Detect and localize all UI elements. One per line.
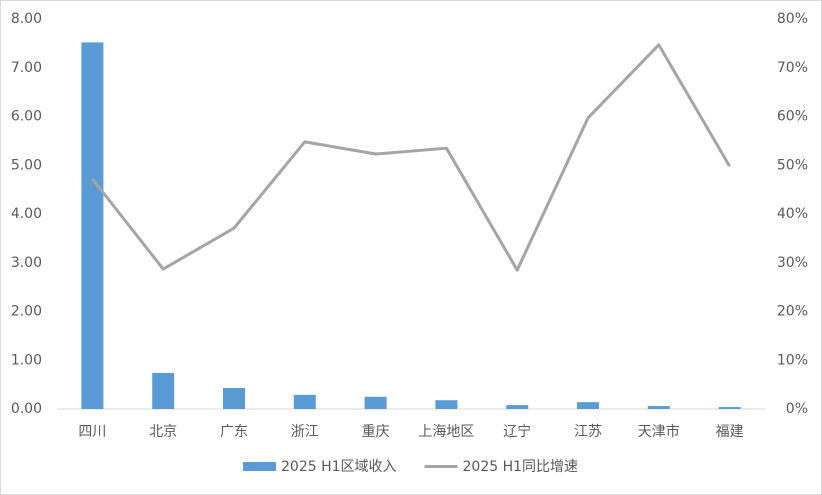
x-tick-label: 四川 <box>78 424 106 440</box>
y2-tick-label: 40% <box>777 206 808 222</box>
x-tick-label: 浙江 <box>291 424 319 440</box>
bar <box>152 372 175 409</box>
line <box>91 43 731 272</box>
bar <box>435 400 458 409</box>
y-tick-label: 2.00 <box>11 304 42 320</box>
bar <box>718 407 741 409</box>
y2-tick-label: 80% <box>777 11 808 27</box>
y2-tick-label: 0% <box>786 401 808 417</box>
x-tick-label: 天津市 <box>638 423 680 440</box>
bar <box>223 388 245 409</box>
bar <box>364 396 387 409</box>
bar <box>647 406 670 409</box>
x-tick-label: 江苏 <box>574 424 602 440</box>
x-tick-label: 辽宁 <box>503 423 531 440</box>
x-tick-label: 福建 <box>716 424 744 440</box>
y-tick-label: 6.00 <box>11 109 42 125</box>
x-tick-label: 广东 <box>220 424 248 440</box>
y2-tick-label: 50% <box>777 157 808 173</box>
legend-label: 2025 H1区域收入 <box>281 459 397 475</box>
bar <box>81 42 104 410</box>
bar <box>506 405 529 409</box>
legend-label: 2025 H1同比增速 <box>463 459 579 475</box>
y2-tick-label: 10% <box>777 352 808 368</box>
y-tick-label: 7.00 <box>11 60 42 76</box>
y-tick-label: 3.00 <box>11 255 42 271</box>
y-tick-label: 5.00 <box>11 157 42 173</box>
y-tick-label: 4.00 <box>11 206 42 222</box>
y-tick-label: 0.00 <box>11 401 42 417</box>
legend-swatch <box>243 462 276 471</box>
x-tick-label: 北京 <box>149 424 177 440</box>
y-tick-label: 1.00 <box>11 352 42 368</box>
y2-tick-label: 20% <box>777 304 808 320</box>
x-tick-label: 上海地区 <box>418 424 474 440</box>
y2-tick-label: 30% <box>777 255 808 271</box>
bar <box>577 402 599 409</box>
y2-tick-label: 60% <box>777 109 808 125</box>
x-tick-label: 重庆 <box>362 424 390 440</box>
y2-tick-label: 70% <box>777 60 808 76</box>
y-tick-label: 8.00 <box>11 11 42 27</box>
bar <box>293 394 316 409</box>
